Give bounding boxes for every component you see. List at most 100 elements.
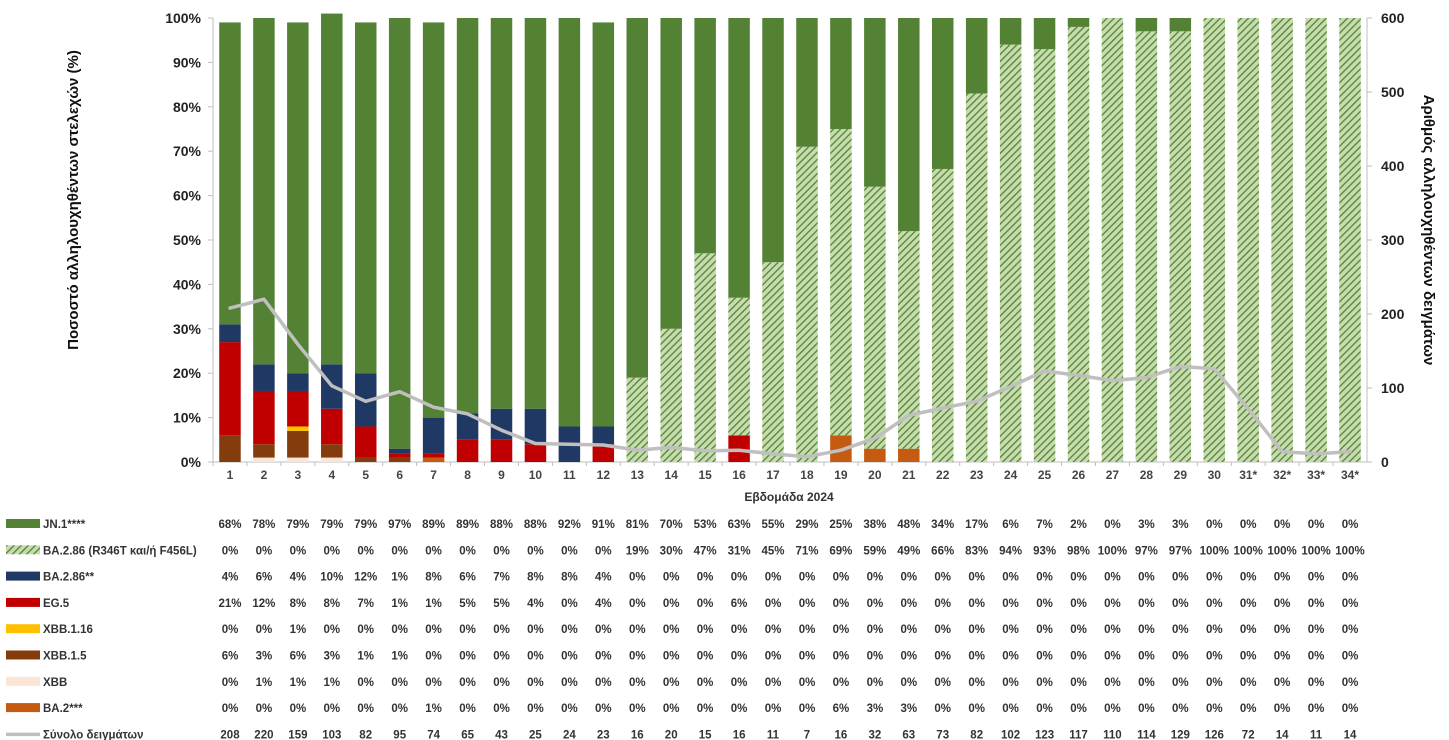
table-cell: 0% xyxy=(1206,598,1223,610)
table-cell: 0% xyxy=(765,598,782,610)
bar-segment xyxy=(524,444,547,462)
table-cell: 0% xyxy=(527,703,544,715)
table-cell: 1% xyxy=(425,703,442,715)
y-left-tick-label: 10% xyxy=(173,410,202,426)
x-tick-label: 22 xyxy=(936,468,950,482)
table-cell: 0% xyxy=(256,545,273,557)
table-cell: 0% xyxy=(222,677,239,689)
table-cell: 94% xyxy=(999,545,1022,557)
x-tick-label: 7 xyxy=(430,468,437,482)
table-cell: 0% xyxy=(1002,572,1019,584)
table-cell: 49% xyxy=(897,545,920,557)
table-cell: 0% xyxy=(1002,703,1019,715)
table-cell: 3% xyxy=(867,703,884,715)
table-cell: 0% xyxy=(459,651,476,663)
x-tick-label: 33* xyxy=(1307,468,1325,482)
bar-segment xyxy=(694,18,716,254)
table-cell: 8% xyxy=(425,572,442,584)
legend-swatch xyxy=(6,519,40,528)
table-cell: 0% xyxy=(697,624,714,636)
table-cell: 0% xyxy=(459,545,476,557)
bar-segment xyxy=(1237,18,1259,462)
table-cell: 0% xyxy=(357,624,374,636)
bar-segment xyxy=(388,18,411,449)
table-cell: 59% xyxy=(863,545,886,557)
bar-segment xyxy=(965,18,988,94)
table-cell: 16 xyxy=(631,729,644,740)
table-cell: 0% xyxy=(1172,651,1189,663)
table-cell: 3% xyxy=(256,651,273,663)
table-cell: 70% xyxy=(660,519,683,531)
bar-segment xyxy=(287,390,309,427)
table-row-label: BA.2.86 (R346T και/ή F456L) xyxy=(43,545,197,557)
table-cell: 110 xyxy=(1103,729,1122,740)
table-cell: 0% xyxy=(968,651,985,663)
x-tick-label: 11 xyxy=(563,468,576,482)
table-cell: 79% xyxy=(286,519,309,531)
y-right-tick-label: 600 xyxy=(1381,10,1405,26)
table-cell: 7% xyxy=(493,572,510,584)
bar-segment xyxy=(321,13,343,365)
table-cell: 208 xyxy=(220,729,240,740)
bar-segment xyxy=(253,457,275,462)
table-cell: 0% xyxy=(867,624,884,636)
table-cell: 0% xyxy=(1104,651,1121,663)
table-cell: 6% xyxy=(459,572,476,584)
bar-segment xyxy=(694,253,716,462)
table-cell: 0% xyxy=(765,624,782,636)
table-cell: 0% xyxy=(459,624,476,636)
table-cell: 63 xyxy=(902,729,915,740)
bar-segment xyxy=(1169,31,1192,462)
table-cell: 0% xyxy=(1240,572,1257,584)
table-cell: 0% xyxy=(900,572,917,584)
table-cell: 0% xyxy=(1104,677,1121,689)
table-cell: 0% xyxy=(765,703,782,715)
bar-segment xyxy=(287,457,309,462)
table-cell: 0% xyxy=(1002,651,1019,663)
table-cell: 102 xyxy=(1001,729,1020,740)
bar-segment xyxy=(1271,18,1293,462)
table-cell: 0% xyxy=(1104,624,1121,636)
bar-segment xyxy=(321,444,343,458)
bar-segment xyxy=(219,22,241,325)
table-cell: 0% xyxy=(527,677,544,689)
table-cell: 0% xyxy=(833,572,850,584)
bar-segment xyxy=(728,297,750,436)
table-cell: 0% xyxy=(867,572,884,584)
table-cell: 0% xyxy=(934,572,951,584)
table-cell: 0% xyxy=(934,651,951,663)
table-row-label: EG.5 xyxy=(43,598,70,610)
bar-segment xyxy=(965,93,988,462)
table-cell: 24 xyxy=(563,729,576,740)
table-cell: 220 xyxy=(254,729,273,740)
table-cell: 2% xyxy=(1070,519,1087,531)
x-tick-label: 1 xyxy=(227,468,234,482)
y-left-tick-label: 80% xyxy=(173,99,202,115)
table-cell: 0% xyxy=(1138,677,1155,689)
table-cell: 0% xyxy=(595,703,612,715)
table-cell: 73 xyxy=(936,729,949,740)
table-cell: 114 xyxy=(1137,729,1156,740)
table-cell: 0% xyxy=(391,703,408,715)
bar-segment xyxy=(592,444,615,462)
table-cell: 0% xyxy=(697,677,714,689)
table-cell: 69% xyxy=(829,545,852,557)
table-cell: 0% xyxy=(1206,624,1223,636)
table-cell: 0% xyxy=(833,624,850,636)
table-cell: 0% xyxy=(391,545,408,557)
table-row-label: BA.2*** xyxy=(43,703,83,715)
table-cell: 0% xyxy=(934,677,951,689)
legend-swatch xyxy=(6,676,40,686)
x-tick-label: 26 xyxy=(1072,468,1086,482)
table-cell: 0% xyxy=(595,624,612,636)
table-cell: 0% xyxy=(629,651,646,663)
x-tick-label: 19 xyxy=(834,468,848,482)
table-cell: 0% xyxy=(1138,703,1155,715)
bar-segment xyxy=(864,18,886,187)
table-cell: 55% xyxy=(761,519,784,531)
table-cell: 88% xyxy=(490,519,513,531)
table-cell: 20 xyxy=(665,729,678,740)
table-cell: 21% xyxy=(218,598,241,610)
x-tick-label: 27 xyxy=(1106,468,1120,482)
table-cell: 3% xyxy=(1138,519,1155,531)
